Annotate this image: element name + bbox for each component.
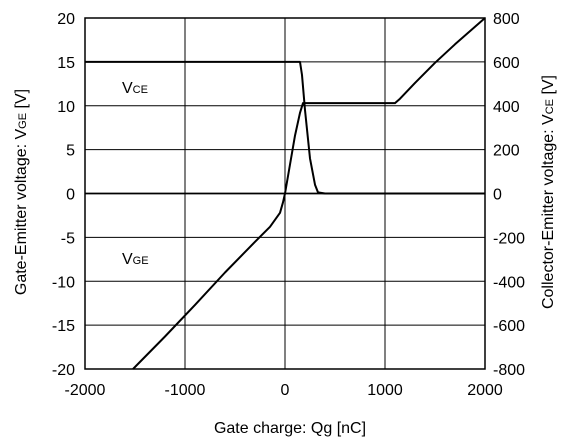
y-tick-label-left: 15 xyxy=(57,55,75,72)
y-tick-label-right: -200 xyxy=(493,230,525,247)
y-tick-label-right: -800 xyxy=(493,362,525,379)
annotation-vge: VGE xyxy=(122,251,149,268)
series-line-vce xyxy=(85,60,485,195)
x-tick-label: -2000 xyxy=(65,382,106,399)
y-tick-label-left: -20 xyxy=(52,362,75,379)
x-tick-label: -1000 xyxy=(165,382,206,399)
y-axis-label-left: Gate-Emitter voltage: VGE [V] xyxy=(13,89,30,295)
x-tick-label: 0 xyxy=(281,382,290,399)
y-tick-label-right: -600 xyxy=(493,318,525,335)
tick-labels: -2000 -1000 0 1000 200020151050-5-10-15-2080… xyxy=(52,11,525,399)
y-tick-label-left: -10 xyxy=(52,274,75,291)
x-axis-label: Gate charge: Qg [nC] xyxy=(214,420,366,437)
y-tick-label-left: 0 xyxy=(66,187,75,204)
y-tick-label-right: 200 xyxy=(493,143,520,160)
series-lines xyxy=(85,17,486,370)
y-tick-label-right: -400 xyxy=(493,274,525,291)
y-tick-label-left: 10 xyxy=(57,99,75,116)
annotation-vce: VCE xyxy=(122,80,148,97)
y-tick-label-right: 600 xyxy=(493,55,520,72)
series-line-vge xyxy=(132,17,486,370)
y-tick-label-right: 400 xyxy=(493,99,520,116)
y-tick-label-left: -5 xyxy=(61,230,75,247)
y-axis-label-right: Collector-Emitter voltage: VCE [V] xyxy=(540,75,557,309)
y-tick-label-right: 0 xyxy=(493,187,502,204)
y-tick-label-right: 800 xyxy=(493,11,520,28)
y-tick-label-left: 20 xyxy=(57,11,75,28)
y-tick-label-left: 5 xyxy=(66,143,75,160)
y-tick-label-left: -15 xyxy=(52,318,75,335)
x-tick-label: 1000 xyxy=(367,382,403,399)
x-tick-label: 2000 xyxy=(467,382,503,399)
plot-frame xyxy=(84,17,486,370)
